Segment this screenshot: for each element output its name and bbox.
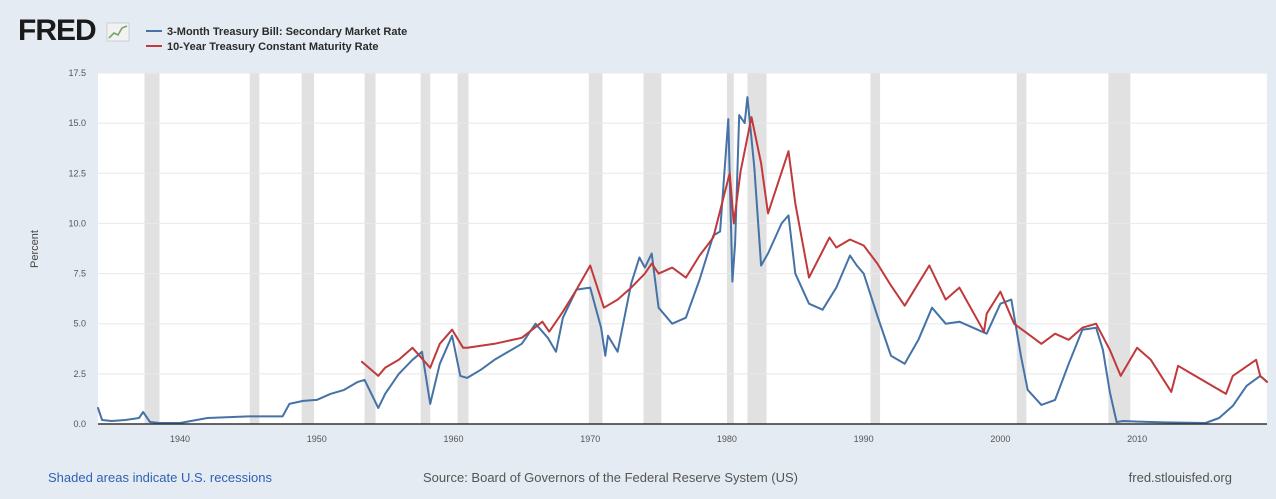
recession-band [420,73,431,424]
recession-band [364,73,376,424]
series-lines [97,96,1268,424]
y-tick-label: 15.0 [68,118,86,128]
series-line-tbill[interactable] [97,96,1268,424]
y-tick-label: 2.5 [73,369,86,379]
legend-label-10yr[interactable]: 10-Year Treasury Constant Maturity Rate [167,41,379,53]
y-tick-label: 7.5 [73,269,86,279]
recession-band [144,73,160,424]
site-link[interactable]: fred.stlouisfed.org [1129,470,1232,485]
recession-band [1016,73,1027,424]
x-tick-label: 2000 [990,434,1010,444]
legend-label-tbill[interactable]: 3-Month Treasury Bill: Secondary Market … [167,26,407,38]
y-tick-label: 10.0 [68,218,86,228]
recession-bands [144,73,1131,424]
x-tick-labels: 1940 1950 1960 1970 1980 1990 2000 2010 [170,434,1147,444]
fred-logo[interactable]: FRED [18,14,97,47]
y-tick-label: 17.5 [68,68,86,78]
recession-band [301,73,315,424]
recession-band [870,73,881,424]
x-tick-label: 1940 [170,434,190,444]
source-note: Source: Board of Governors of the Federa… [423,470,798,485]
chart-trend-icon [106,22,130,42]
recession-band [457,73,469,424]
recessions-note-link[interactable]: Shaded areas indicate U.S. recessions [48,470,273,485]
grid-lines [98,72,1267,375]
y-tick-labels: 0.0 2.5 5.0 7.5 10.0 12.5 15.0 17.5 [68,68,86,429]
recession-band [726,73,734,424]
x-tick-label: 1980 [717,434,737,444]
y-tick-label: 12.5 [68,168,86,178]
x-tick-label: 1970 [580,434,600,444]
legend: 3-Month Treasury Bill: Secondary Market … [146,26,407,53]
recession-band [643,73,662,424]
y-axis-label: Percent [29,230,41,268]
x-tick-label: 2010 [1127,434,1147,444]
x-tick-label: 1960 [443,434,463,444]
plot-area [98,73,1267,424]
y-tick-label: 0.0 [73,419,86,429]
recession-band [249,73,260,424]
recession-band [747,73,767,424]
x-tick-label: 1990 [854,434,874,444]
recession-band [588,73,603,424]
recession-band [1108,73,1131,424]
y-tick-label: 5.0 [73,319,86,329]
x-tick-label: 1950 [307,434,327,444]
series-line-10yr[interactable] [360,116,1268,395]
